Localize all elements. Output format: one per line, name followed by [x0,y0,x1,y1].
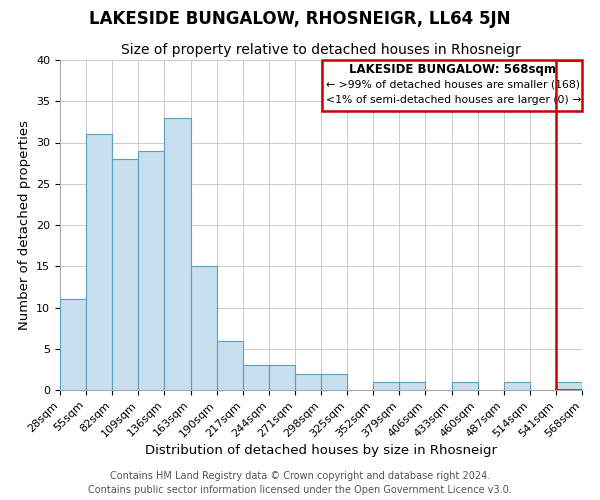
Text: LAKESIDE BUNGALOW: 568sqm: LAKESIDE BUNGALOW: 568sqm [349,62,556,76]
Bar [86,134,112,390]
Bar [112,159,139,390]
Text: LAKESIDE BUNGALOW, RHOSNEIGR, LL64 5JN: LAKESIDE BUNGALOW, RHOSNEIGR, LL64 5JN [89,10,511,28]
Bar [556,382,582,390]
Bar [243,365,269,390]
Bar [400,382,425,390]
FancyBboxPatch shape [322,60,582,111]
Bar [373,382,400,390]
Bar [269,365,295,390]
Text: <1% of semi-detached houses are larger (0) →: <1% of semi-detached houses are larger (… [326,94,581,104]
X-axis label: Distribution of detached houses by size in Rhosneigr: Distribution of detached houses by size … [145,444,497,458]
Bar [60,299,86,390]
Text: Contains HM Land Registry data © Crown copyright and database right 2024.
Contai: Contains HM Land Registry data © Crown c… [88,471,512,495]
Bar [452,382,478,390]
Bar [139,151,164,390]
Y-axis label: Number of detached properties: Number of detached properties [17,120,31,330]
Bar [217,340,243,390]
Text: ← >99% of detached houses are smaller (168): ← >99% of detached houses are smaller (1… [326,80,580,90]
Bar [504,382,530,390]
Title: Size of property relative to detached houses in Rhosneigr: Size of property relative to detached ho… [121,44,521,58]
Bar [321,374,347,390]
Bar [164,118,191,390]
Bar [191,266,217,390]
Bar [295,374,321,390]
